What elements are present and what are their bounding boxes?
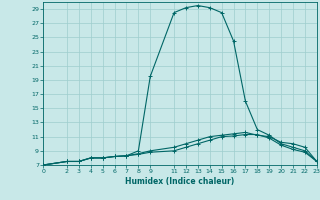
X-axis label: Humidex (Indice chaleur): Humidex (Indice chaleur): [125, 177, 235, 186]
